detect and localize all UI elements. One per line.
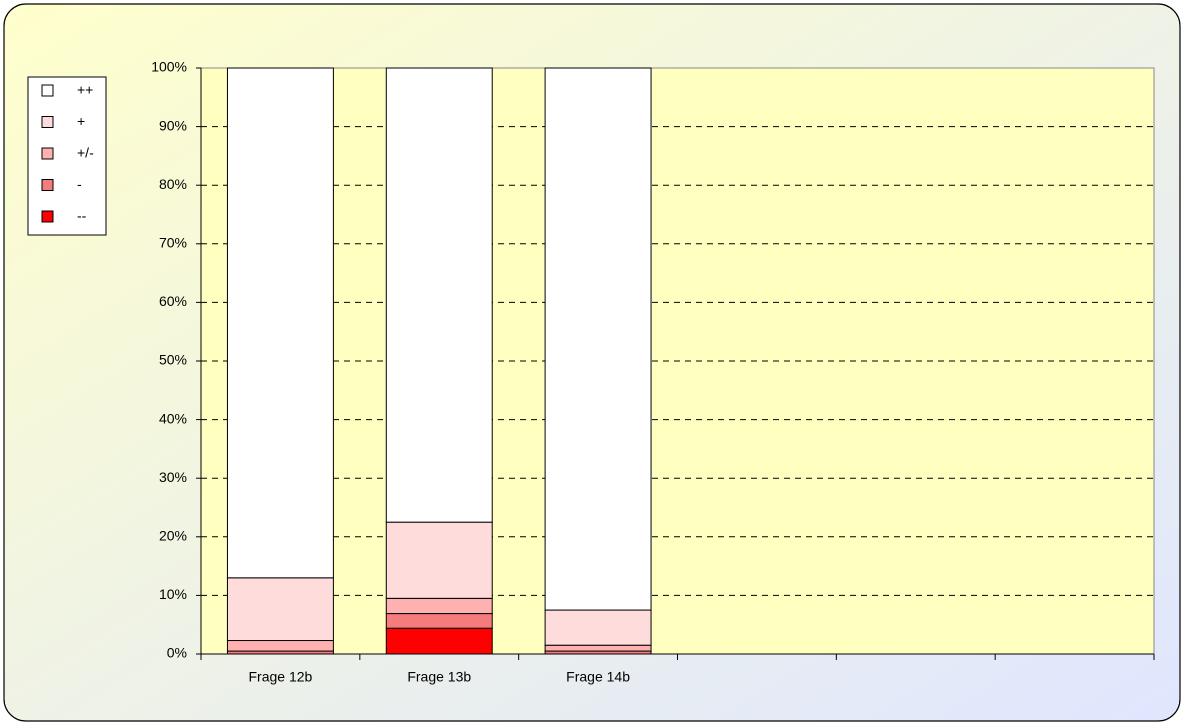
bar-segment (544, 609, 652, 646)
legend-label: + (77, 113, 85, 129)
legend-label: - (77, 176, 82, 192)
legend-swatch (41, 179, 54, 191)
legend-swatch (41, 116, 54, 128)
legend-label: +/- (77, 145, 94, 161)
legend-box (27, 76, 107, 236)
y-tick-label: 80% (159, 176, 187, 192)
y-tick-label: 30% (159, 469, 187, 485)
bar-segment (544, 67, 652, 611)
legend-label: ++ (77, 82, 93, 98)
legend-swatch (41, 147, 54, 160)
bar-segment (385, 613, 493, 629)
y-tick-label: 70% (159, 235, 187, 251)
y-tick-label: 0% (167, 645, 187, 661)
y-tick-label: 60% (159, 293, 187, 309)
y-tick-label: 40% (159, 410, 187, 426)
y-tick-label: 50% (159, 352, 187, 368)
legend-label: -- (77, 208, 87, 224)
bar-segment (385, 521, 493, 599)
bar-segment (226, 640, 334, 652)
bar-segment (385, 67, 493, 523)
bar-segment (385, 627, 493, 655)
y-tick-label: 20% (159, 528, 187, 544)
bar-segment (226, 577, 334, 642)
bar-segment (544, 644, 652, 652)
bar-segment (226, 67, 334, 579)
legend-swatch (41, 84, 54, 97)
y-tick-label: 90% (159, 117, 187, 133)
y-tick-label: 10% (159, 586, 187, 602)
legend-swatch (41, 210, 54, 223)
y-tick-label: 100% (151, 59, 187, 75)
x-tick-label: Frage 14b (566, 669, 630, 685)
x-tick-label: Frage 12b (249, 669, 313, 685)
bar-segment (385, 597, 493, 615)
x-tick-label: Frage 13b (407, 669, 471, 685)
